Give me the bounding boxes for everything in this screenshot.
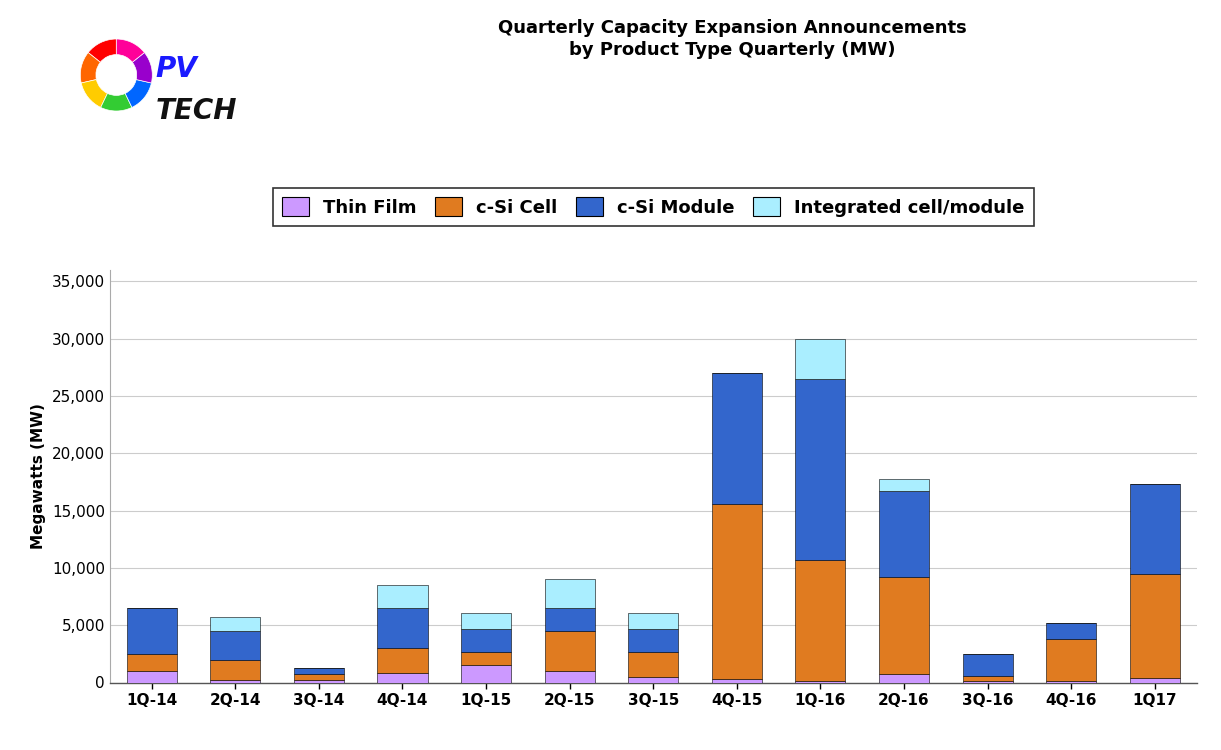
Bar	[462, 628, 512, 652]
Text: PV: PV	[156, 55, 198, 83]
Bar	[545, 608, 595, 631]
Bar	[377, 674, 427, 682]
Bar	[545, 631, 595, 671]
Bar	[294, 680, 344, 682]
Bar	[545, 671, 595, 682]
Bar	[377, 648, 427, 674]
Bar	[294, 668, 344, 674]
Text: TECH: TECH	[156, 97, 237, 125]
Bar	[1129, 574, 1179, 678]
Bar	[462, 613, 512, 628]
Bar	[545, 579, 595, 608]
Bar	[628, 676, 679, 682]
Bar	[462, 665, 512, 682]
Bar	[628, 613, 679, 628]
Bar	[795, 339, 845, 379]
Bar	[962, 654, 1012, 676]
Bar	[628, 652, 679, 676]
Bar	[962, 681, 1012, 682]
Bar	[962, 676, 1012, 681]
Bar	[795, 379, 845, 560]
Wedge shape	[126, 80, 151, 107]
Bar	[210, 680, 260, 682]
Text: by Product Type Quarterly (MW): by Product Type Quarterly (MW)	[569, 41, 896, 59]
Text: Quarterly Capacity Expansion Announcements: Quarterly Capacity Expansion Announcemen…	[498, 19, 967, 37]
Bar	[879, 577, 929, 674]
Bar	[127, 671, 177, 682]
Bar	[712, 374, 762, 504]
Wedge shape	[82, 80, 107, 107]
Wedge shape	[132, 53, 153, 83]
Bar	[795, 560, 845, 681]
Bar	[879, 478, 929, 491]
Legend: Thin Film, c-Si Cell, c-Si Module, Integrated cell/module: Thin Film, c-Si Cell, c-Si Module, Integ…	[272, 188, 1034, 226]
Bar	[377, 585, 427, 608]
Bar	[712, 504, 762, 679]
Bar	[1046, 639, 1096, 681]
Bar	[127, 608, 177, 654]
Bar	[1129, 678, 1179, 682]
Bar	[294, 674, 344, 680]
Bar	[462, 652, 512, 665]
Bar	[210, 631, 260, 659]
Bar	[795, 681, 845, 682]
Bar	[1129, 484, 1179, 574]
Bar	[210, 659, 260, 680]
Bar	[127, 654, 177, 671]
Bar	[210, 617, 260, 631]
Wedge shape	[100, 94, 132, 111]
Bar	[712, 679, 762, 682]
Wedge shape	[116, 39, 144, 62]
Bar	[628, 628, 679, 652]
Bar	[377, 608, 427, 648]
Bar	[1046, 681, 1096, 682]
Wedge shape	[81, 53, 100, 83]
Bar	[879, 674, 929, 682]
Y-axis label: Megawatts (MW): Megawatts (MW)	[32, 404, 46, 549]
Bar	[879, 491, 929, 577]
Wedge shape	[88, 39, 116, 62]
Bar	[1046, 623, 1096, 639]
